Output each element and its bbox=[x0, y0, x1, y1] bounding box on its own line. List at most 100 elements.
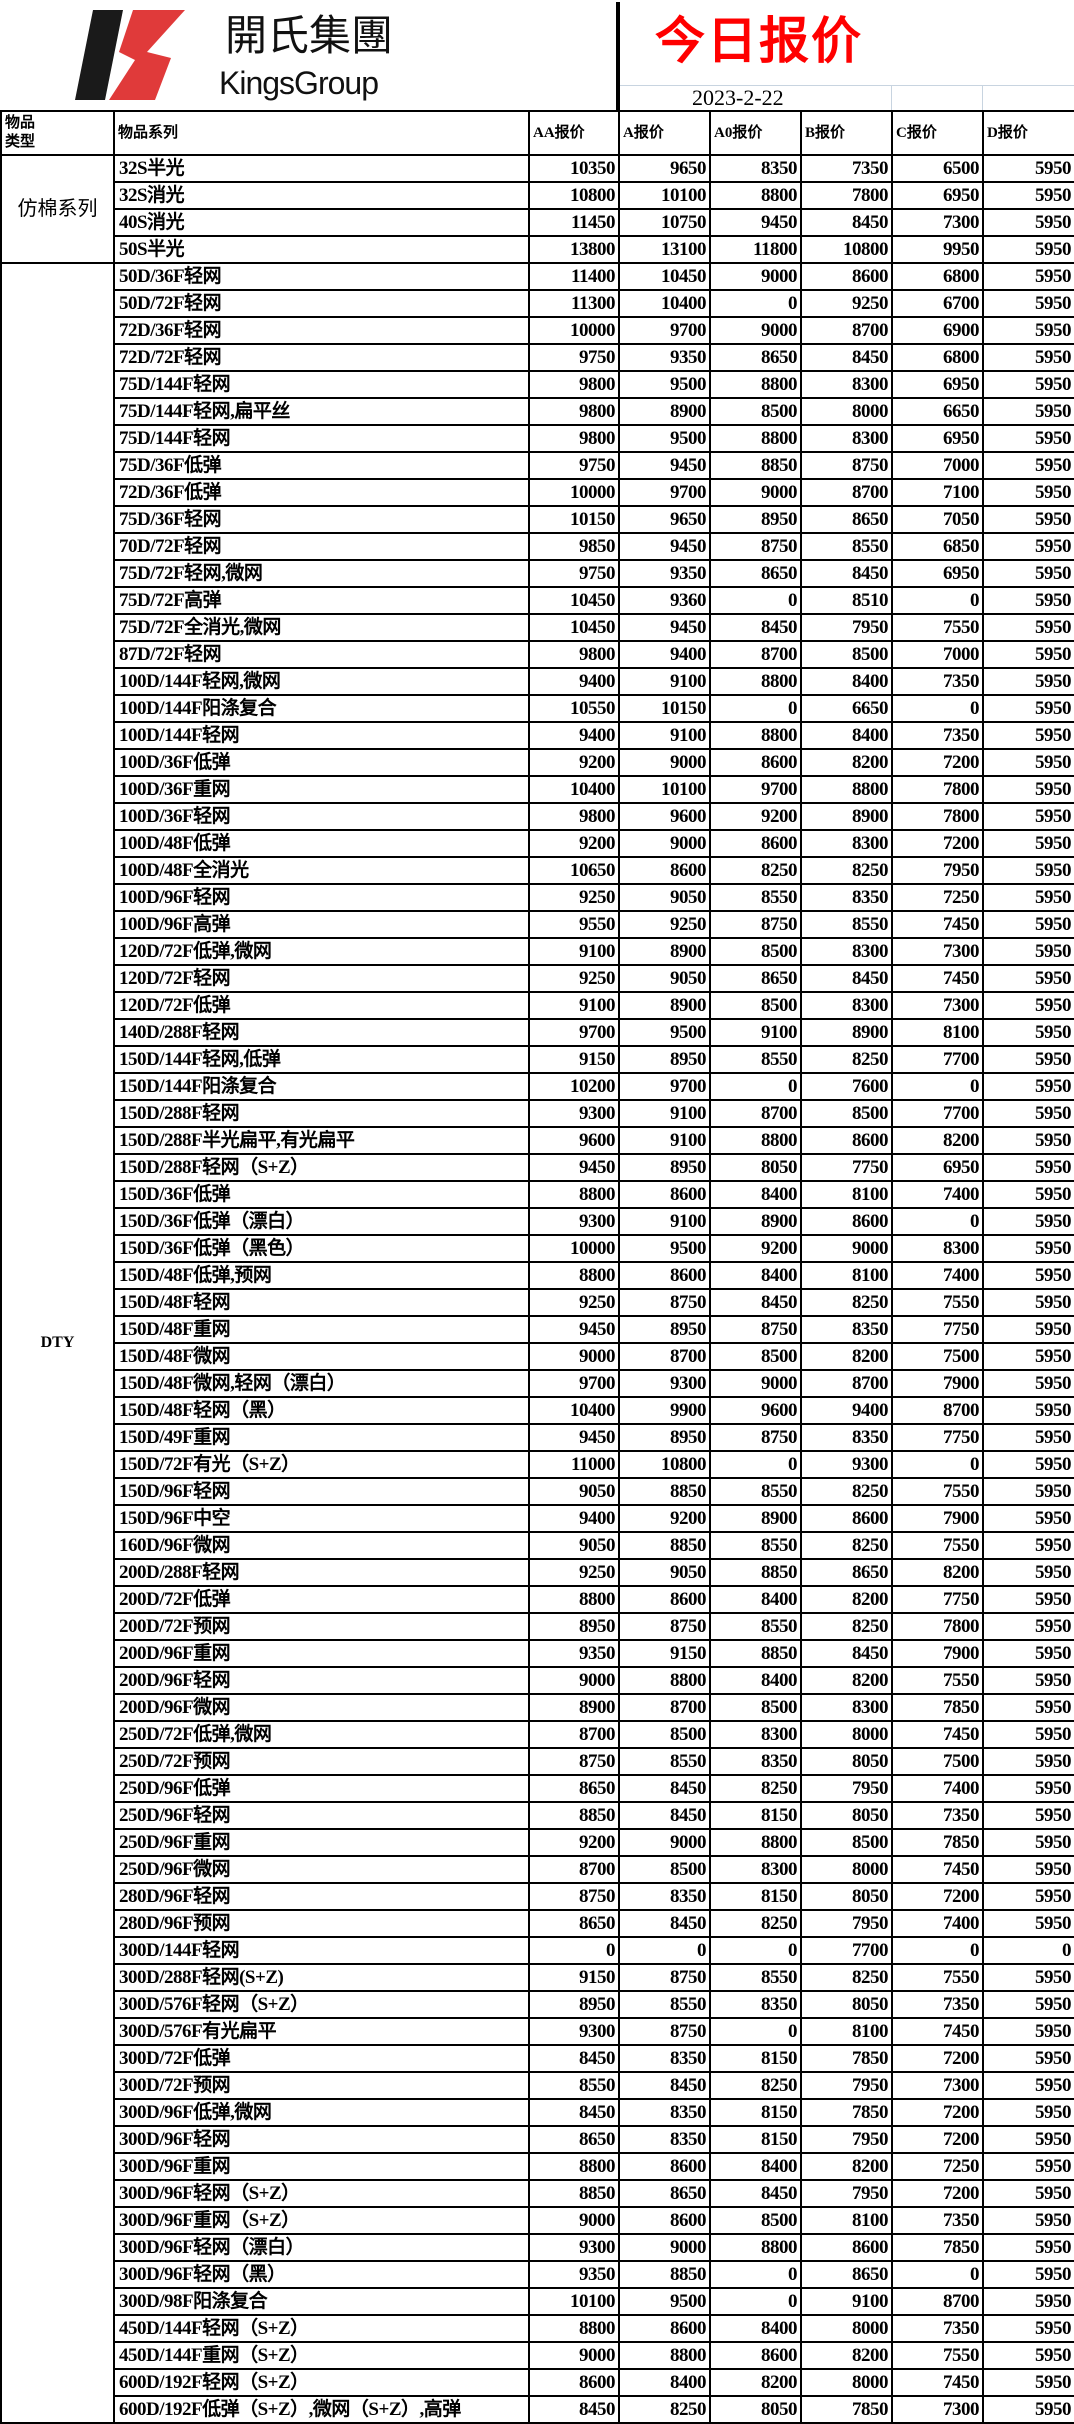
price-a-cell: 9100 bbox=[618, 1207, 711, 1236]
price-a-cell: 9650 bbox=[618, 154, 711, 183]
table-row: 250D/72F低弹,微网 8700 8500 8300 8000 7450 5950 bbox=[1, 1720, 1074, 1749]
price-a-cell: 8450 bbox=[618, 1909, 711, 1938]
price-aa-cell: 8800 bbox=[528, 1180, 620, 1209]
price-b-cell: 8200 bbox=[800, 1342, 893, 1371]
price-a-cell: 10750 bbox=[618, 208, 711, 237]
price-aa-cell: 9150 bbox=[528, 1045, 620, 1074]
price-aa-cell: 8950 bbox=[528, 1990, 620, 2019]
price-a-cell: 9350 bbox=[618, 559, 711, 588]
price-c-cell: 0 bbox=[891, 2260, 984, 2289]
price-b-cell: 8300 bbox=[800, 991, 893, 1020]
table-row: 32S消光 10800 10100 8800 7800 6950 5950 bbox=[1, 181, 1074, 210]
price-d-cell: 5950 bbox=[982, 613, 1074, 642]
price-b-cell: 8000 bbox=[800, 2368, 893, 2397]
price-aa-cell: 8800 bbox=[528, 1585, 620, 1614]
price-a-cell: 9100 bbox=[618, 721, 711, 750]
series-name-cell: 200D/96F轻网 bbox=[113, 1666, 530, 1695]
column-header-type: 物品 类型 bbox=[0, 110, 115, 156]
price-c-cell: 7550 bbox=[891, 1477, 984, 1506]
price-b-cell: 8600 bbox=[800, 1126, 893, 1155]
table-row: 250D/96F轻网 8850 8450 8150 8050 7350 5950 bbox=[1, 1801, 1074, 1830]
price-a0-cell: 0 bbox=[709, 586, 802, 615]
price-aa-cell: 9000 bbox=[528, 1666, 620, 1695]
price-aa-cell: 10000 bbox=[528, 478, 620, 507]
series-name-cell: 100D/144F阳涤复合 bbox=[113, 694, 530, 723]
column-header-c: C报价 bbox=[891, 110, 984, 156]
price-d-cell: 5950 bbox=[982, 1504, 1074, 1533]
price-a0-cell: 11800 bbox=[709, 235, 802, 264]
price-c-cell: 7350 bbox=[891, 1801, 984, 1830]
series-name-cell: 75D/72F轻网,微网 bbox=[113, 559, 530, 588]
price-aa-cell: 8750 bbox=[528, 1882, 620, 1911]
series-name-cell: 300D/576F有光扁平 bbox=[113, 2017, 530, 2046]
series-name-cell: 450D/144F重网（S+Z） bbox=[113, 2341, 530, 2370]
table-row: 300D/96F轻网（漂白） 9300 9000 8800 8600 7850 5950 bbox=[1, 2233, 1074, 2262]
table-row: 250D/96F微网 8700 8500 8300 8000 7450 5950 bbox=[1, 1855, 1074, 1884]
price-a-cell: 8750 bbox=[618, 1963, 711, 1992]
table-row: 150D/144F轻网,低弹 9150 8950 8550 8250 7700 5950 bbox=[1, 1045, 1074, 1074]
price-b-cell: 8100 bbox=[800, 1180, 893, 1209]
price-a-cell: 8850 bbox=[618, 1477, 711, 1506]
price-b-cell: 8450 bbox=[800, 964, 893, 993]
price-aa-cell: 8900 bbox=[528, 1693, 620, 1722]
price-d-cell: 5950 bbox=[982, 667, 1074, 696]
price-a0-cell: 0 bbox=[709, 1936, 802, 1965]
series-name-cell: 150D/49F重网 bbox=[113, 1423, 530, 1452]
price-a-cell: 9100 bbox=[618, 1099, 711, 1128]
price-b-cell: 8250 bbox=[800, 1963, 893, 1992]
price-c-cell: 0 bbox=[891, 1072, 984, 1101]
price-d-cell: 5950 bbox=[982, 505, 1074, 534]
price-aa-cell: 11400 bbox=[528, 262, 620, 291]
price-aa-cell: 8450 bbox=[528, 2044, 620, 2073]
series-name-cell: 300D/96F轻网（漂白） bbox=[113, 2233, 530, 2262]
price-aa-cell: 10350 bbox=[528, 154, 620, 183]
price-aa-cell: 9450 bbox=[528, 1423, 620, 1452]
table-row: 100D/36F轻网 9800 9600 9200 8900 7800 5950 bbox=[1, 802, 1074, 831]
price-a-cell: 9600 bbox=[618, 802, 711, 831]
price-a-cell: 9000 bbox=[618, 748, 711, 777]
price-b-cell: 8200 bbox=[800, 1585, 893, 1614]
price-aa-cell: 8650 bbox=[528, 1909, 620, 1938]
price-aa-cell: 9800 bbox=[528, 424, 620, 453]
column-header-a: A报价 bbox=[618, 110, 711, 156]
table-row: 100D/36F重网 10400 10100 9700 8800 7800 5950 bbox=[1, 775, 1074, 804]
price-a0-cell: 8150 bbox=[709, 2098, 802, 2127]
price-c-cell: 6800 bbox=[891, 343, 984, 372]
price-d-cell: 5950 bbox=[982, 1045, 1074, 1074]
price-b-cell: 8200 bbox=[800, 2152, 893, 2181]
table-row: 150D/49F重网 9450 8950 8750 8350 7750 5950 bbox=[1, 1423, 1074, 1452]
price-d-cell: 5950 bbox=[982, 2314, 1074, 2343]
price-c-cell: 0 bbox=[891, 1450, 984, 1479]
price-a-cell: 9900 bbox=[618, 1396, 711, 1425]
price-aa-cell: 8650 bbox=[528, 1774, 620, 1803]
table-row: 150D/288F轻网（S+Z） 9450 8950 8050 7750 6950 5950 bbox=[1, 1153, 1074, 1182]
price-a0-cell: 8700 bbox=[709, 640, 802, 669]
column-header-series: 物品系列 bbox=[113, 110, 530, 156]
table-row: 120D/72F低弹 9100 8900 8500 8300 7300 5950 bbox=[1, 991, 1074, 1020]
price-aa-cell: 10550 bbox=[528, 694, 620, 723]
price-a0-cell: 8150 bbox=[709, 2125, 802, 2154]
price-aa-cell: 10400 bbox=[528, 1396, 620, 1425]
price-d-cell: 5950 bbox=[982, 1396, 1074, 1425]
table-row: 300D/96F低弹,微网 8450 8350 8150 7850 7200 5950 bbox=[1, 2098, 1074, 2127]
price-aa-cell: 9000 bbox=[528, 1342, 620, 1371]
table-row: 200D/72F预网 8950 8750 8550 8250 7800 5950 bbox=[1, 1612, 1074, 1641]
price-d-cell: 5950 bbox=[982, 1180, 1074, 1209]
price-a-cell: 8450 bbox=[618, 1774, 711, 1803]
price-c-cell: 7450 bbox=[891, 2368, 984, 2397]
price-a0-cell: 8250 bbox=[709, 2071, 802, 2100]
price-b-cell: 8500 bbox=[800, 640, 893, 669]
price-aa-cell: 10150 bbox=[528, 505, 620, 534]
series-name-cell: 50D/72F轻网 bbox=[113, 289, 530, 318]
price-d-cell: 5950 bbox=[982, 2341, 1074, 2370]
series-name-cell: 150D/144F轻网,低弹 bbox=[113, 1045, 530, 1074]
price-a-cell: 9300 bbox=[618, 1369, 711, 1398]
price-aa-cell: 10400 bbox=[528, 775, 620, 804]
price-a-cell: 8600 bbox=[618, 2152, 711, 2181]
price-a-cell: 9050 bbox=[618, 964, 711, 993]
price-a0-cell: 8350 bbox=[709, 1747, 802, 1776]
price-d-cell: 5950 bbox=[982, 2206, 1074, 2235]
price-a0-cell: 0 bbox=[709, 2017, 802, 2046]
table-row: 300D/144F轻网 0 0 0 7700 0 0 bbox=[1, 1936, 1074, 1965]
price-a0-cell: 8850 bbox=[709, 1639, 802, 1668]
